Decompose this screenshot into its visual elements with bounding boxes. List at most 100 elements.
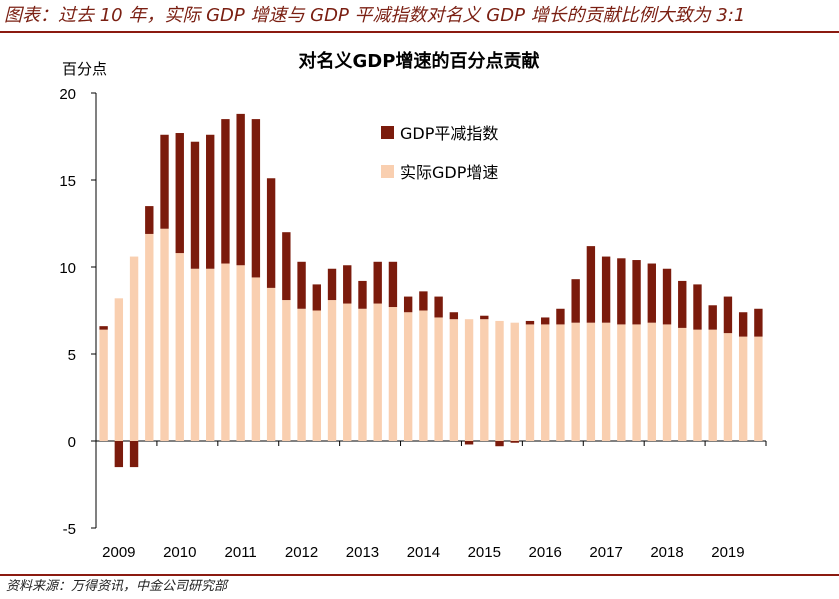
- bar-deflator-2017Q2: [601, 256, 611, 323]
- source-note: 资料来源：万得资讯，中金公司研究部: [6, 579, 228, 594]
- bar-real-gdp-2016Q4: [571, 322, 580, 441]
- bar-real-gdp-2017Q2: [601, 322, 611, 441]
- chart-title: 对名义GDP增速的百分点贡献: [299, 50, 540, 72]
- bar-deflator-2014Q2: [419, 291, 428, 311]
- bar-deflator-2012Q3: [312, 284, 321, 311]
- bar-deflator-2017Q1: [586, 246, 596, 323]
- bar-deflator-2014Q4: [449, 312, 459, 320]
- y-tick-label: 5: [68, 347, 76, 364]
- bar-deflator-2009Q4: [145, 206, 154, 234]
- legend-label-real-gdp: 实际GDP增速: [400, 163, 498, 182]
- bar-deflator-2012Q4: [327, 268, 337, 301]
- legend-label-deflator: GDP平减指数: [400, 124, 498, 143]
- bar-real-gdp-2012Q3: [312, 310, 321, 441]
- figure-caption: 图表：过去 10 年，实际 GDP 增速与 GDP 平减指数对名义 GDP 增长…: [4, 5, 746, 26]
- bar-real-gdp-2018Q1: [647, 322, 656, 441]
- bar-real-gdp-2018Q3: [678, 327, 687, 441]
- bar-deflator-2019Q2: [723, 296, 733, 334]
- bar-real-gdp-2019Q4: [754, 336, 763, 441]
- bars-layer: [99, 113, 763, 468]
- bar-deflator-2014Q3: [434, 296, 443, 318]
- y-axis-unit-label: 百分点: [62, 60, 107, 78]
- bar-deflator-2018Q2: [662, 268, 672, 325]
- y-tick-label: 0: [68, 434, 76, 451]
- bar-deflator-2011Q1: [221, 119, 230, 264]
- bar-deflator-2011Q2: [236, 113, 245, 266]
- bar-deflator-2018Q1: [647, 263, 656, 323]
- x-tick-label: 2013: [346, 544, 379, 561]
- bar-real-gdp-2013Q3: [373, 303, 382, 441]
- bar-real-gdp-2015Q4: [510, 322, 519, 441]
- bar-deflator-2009Q3: [129, 441, 139, 468]
- bar-deflator-2013Q4: [388, 261, 398, 308]
- bar-real-gdp-2012Q1: [282, 300, 291, 441]
- x-tick-label: 2014: [407, 544, 440, 561]
- bar-real-gdp-2014Q4: [449, 319, 459, 441]
- bar-deflator-2015Q2: [480, 315, 489, 320]
- bar-real-gdp-2014Q3: [434, 317, 443, 441]
- bar-real-gdp-2016Q1: [525, 324, 535, 441]
- x-tick-label: 2018: [650, 544, 683, 561]
- bar-real-gdp-2009Q2: [114, 298, 124, 441]
- bar-real-gdp-2009Q1: [99, 329, 108, 441]
- x-tick-label: 2010: [163, 544, 196, 561]
- x-tick-label: 2016: [529, 544, 562, 561]
- bar-deflator-2013Q1: [343, 265, 352, 304]
- legend: GDP平减指数 实际GDP增速: [381, 124, 498, 182]
- bar-deflator-2017Q4: [632, 260, 641, 325]
- bar-deflator-2010Q4: [206, 134, 215, 269]
- x-tick-label: 2009: [102, 544, 135, 561]
- x-tick-label: 2019: [711, 544, 744, 561]
- bar-deflator-2016Q4: [571, 279, 580, 323]
- bar-real-gdp-2016Q2: [541, 324, 550, 441]
- bar-deflator-2012Q1: [282, 232, 291, 301]
- bar-real-gdp-2011Q1: [221, 263, 230, 441]
- bar-deflator-2015Q1: [464, 441, 474, 445]
- bar-real-gdp-2010Q3: [190, 268, 200, 441]
- bar-deflator-2016Q2: [541, 317, 550, 325]
- bar-deflator-2013Q2: [358, 280, 367, 309]
- bar-deflator-2018Q4: [693, 284, 702, 330]
- bar-real-gdp-2017Q1: [586, 322, 596, 441]
- y-tick-label: -5: [63, 521, 76, 538]
- bar-real-gdp-2011Q4: [266, 287, 276, 441]
- bar-real-gdp-2010Q1: [160, 228, 169, 441]
- bar-real-gdp-2018Q2: [662, 324, 672, 441]
- bar-real-gdp-2019Q2: [723, 333, 733, 441]
- bar-deflator-2013Q3: [373, 261, 382, 304]
- bar-deflator-2014Q1: [403, 296, 413, 313]
- x-tick-label: 2015: [468, 544, 501, 561]
- bar-real-gdp-2013Q4: [388, 307, 398, 441]
- bar-deflator-2018Q3: [678, 280, 687, 328]
- source-rule: [0, 574, 839, 576]
- bar-real-gdp-2019Q3: [738, 336, 748, 441]
- bar-real-gdp-2015Q2: [480, 319, 489, 441]
- bar-real-gdp-2012Q4: [327, 300, 337, 441]
- bar-real-gdp-2016Q3: [556, 324, 565, 441]
- bar-deflator-2016Q3: [556, 308, 565, 325]
- bar-real-gdp-2014Q1: [403, 312, 413, 441]
- bar-deflator-2010Q3: [190, 141, 200, 269]
- bar-real-gdp-2015Q3: [495, 320, 504, 441]
- bar-deflator-2015Q4: [510, 441, 519, 443]
- x-tick-label: 2011: [225, 544, 257, 561]
- bar-real-gdp-2013Q2: [358, 308, 367, 441]
- bar-deflator-2010Q1: [160, 134, 169, 229]
- bar-deflator-2016Q1: [525, 320, 535, 325]
- caption-rule: [0, 31, 839, 33]
- x-tick-label: 2017: [589, 544, 622, 561]
- bar-deflator-2011Q4: [266, 178, 276, 288]
- bar-real-gdp-2011Q2: [236, 265, 245, 441]
- bar-real-gdp-2009Q4: [145, 233, 154, 441]
- bar-real-gdp-2015Q1: [464, 319, 474, 441]
- bar-real-gdp-2011Q3: [251, 277, 261, 441]
- bar-real-gdp-2017Q4: [632, 324, 641, 441]
- bar-real-gdp-2009Q3: [129, 256, 139, 441]
- y-tick-label: 10: [59, 260, 76, 277]
- y-tick-label: 20: [59, 86, 76, 103]
- bar-deflator-2019Q1: [708, 305, 717, 330]
- bar-deflator-2010Q2: [175, 133, 184, 254]
- bar-deflator-2019Q4: [754, 308, 763, 337]
- bar-deflator-2009Q1: [99, 326, 108, 330]
